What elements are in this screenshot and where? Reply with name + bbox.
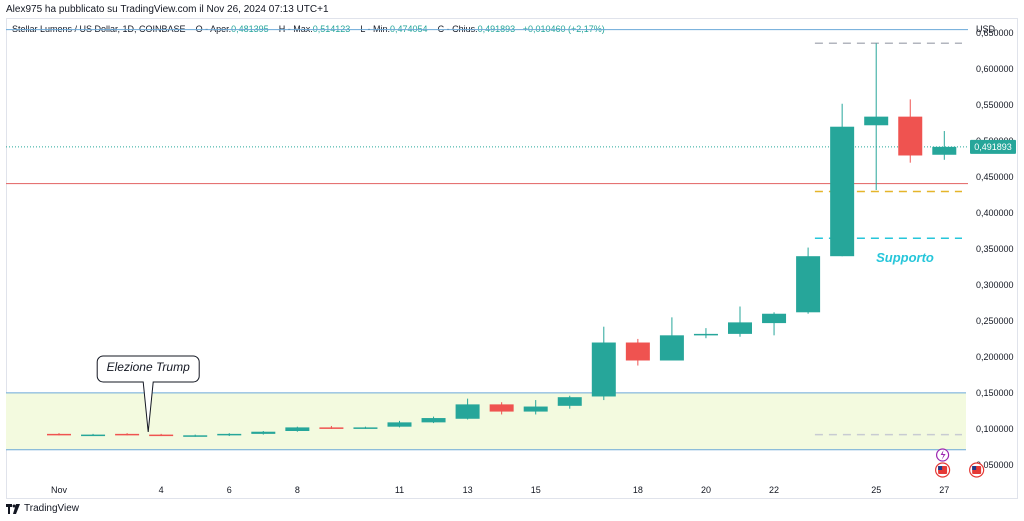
candle-body xyxy=(796,256,821,313)
footer-brand: TradingView xyxy=(24,503,80,514)
y-tick-label: 0,400000 xyxy=(976,208,1014,218)
x-tick-label: 8 xyxy=(295,485,300,495)
y-tick-label: 0,250000 xyxy=(976,316,1014,326)
candle-body xyxy=(625,342,650,361)
x-tick-label: 6 xyxy=(227,485,232,495)
candle-body xyxy=(932,146,957,155)
top-bar: Alex975 ha pubblicato su TradingView.com… xyxy=(0,0,1024,18)
y-tick-label: 0,050000 xyxy=(976,460,1014,470)
level-layer xyxy=(6,29,968,436)
low-label: L - Min. xyxy=(360,24,391,34)
high-value: 0,514123 xyxy=(312,24,351,34)
support-label: Supporto xyxy=(876,250,934,265)
x-tick-label: 11 xyxy=(395,485,404,495)
candle-body xyxy=(728,322,752,334)
candle-body xyxy=(251,431,276,434)
candle-body xyxy=(455,404,480,419)
candle-body xyxy=(762,313,787,324)
low-value: 0,474054 xyxy=(390,24,428,34)
y-tick-label: 0,150000 xyxy=(976,388,1014,398)
x-tick-label: 25 xyxy=(871,485,881,495)
annotation-layer: Elezione Trump Supporto xyxy=(96,250,985,478)
y-tick-label: 0,450000 xyxy=(976,172,1014,182)
y-tick-label: 0,350000 xyxy=(976,244,1014,254)
candle-body xyxy=(81,434,106,437)
open-label: O - Aper. xyxy=(195,24,232,34)
footer: TradingView xyxy=(6,503,79,514)
x-tick-label: 27 xyxy=(939,485,949,495)
candle-body xyxy=(523,406,548,412)
candle-body xyxy=(693,333,718,336)
candle-body xyxy=(285,427,310,431)
candle-body xyxy=(557,397,582,406)
x-tick-label: 22 xyxy=(769,485,779,495)
close-label: C - Chius. xyxy=(437,24,478,34)
high-label: H - Max. xyxy=(278,24,313,34)
candle-body xyxy=(353,427,378,429)
candle-layer xyxy=(47,43,957,437)
close-value: 0,491893 xyxy=(477,24,516,34)
change-value: +0,010460 (+2,17%) xyxy=(522,24,605,34)
zone-layer xyxy=(6,392,966,451)
x-tick-label: 13 xyxy=(463,485,473,495)
candle-body xyxy=(659,335,684,361)
y-tick-label: 0,200000 xyxy=(976,352,1014,362)
flag-canton xyxy=(972,466,977,470)
candle-body xyxy=(591,342,616,397)
last-price-tag xyxy=(970,139,1016,154)
x-tick-label: 4 xyxy=(159,485,164,495)
candle-body xyxy=(319,427,344,429)
candle-body xyxy=(489,404,514,412)
y-tick-label: 0,550000 xyxy=(976,100,1014,110)
y-tick-label: 0,600000 xyxy=(976,64,1014,74)
lightning-icon xyxy=(940,450,946,460)
x-tick-label: 15 xyxy=(531,485,541,495)
callout-label: Elezione Trump xyxy=(107,360,190,374)
chart-frame[interactable] xyxy=(6,18,1018,499)
candle-body xyxy=(830,126,855,257)
y-tick-label: 0,650000 xyxy=(976,28,1014,38)
tradingview-logo-icon xyxy=(6,503,20,514)
candle-body xyxy=(898,116,923,156)
callout-bubble xyxy=(96,355,200,433)
y-tick-label: 0,300000 xyxy=(976,280,1014,290)
x-tick-label: 18 xyxy=(633,485,643,495)
published-by-text: Alex975 ha pubblicato su TradingView.com… xyxy=(6,4,329,15)
candle-body xyxy=(387,422,412,427)
candle-body xyxy=(217,433,242,436)
axis-layer: 0,6500000,6000000,5500000,5000000,450000… xyxy=(51,28,1016,495)
support-zone xyxy=(6,392,966,450)
candle-body xyxy=(115,433,140,436)
candle-body xyxy=(183,435,208,437)
currency-label[interactable]: USD xyxy=(976,24,996,34)
x-tick-label: Nov xyxy=(51,485,68,495)
open-value: 0,481395 xyxy=(231,24,269,34)
candle-body xyxy=(864,116,889,126)
flag-canton xyxy=(938,466,943,470)
y-tick-label: 0,100000 xyxy=(976,424,1014,434)
symbol-name[interactable]: Stellar Lumens / US Dollar, 1D, COINBASE xyxy=(12,24,186,34)
x-tick-label: 20 xyxy=(701,485,711,495)
candle-body xyxy=(47,433,71,436)
last-price-tag-label: 0,491893 xyxy=(974,142,1012,152)
candle-body xyxy=(149,434,174,437)
candle-body xyxy=(421,418,446,423)
ohlc-legend: Stellar Lumens / US Dollar, 1D, COINBASE… xyxy=(12,24,605,34)
